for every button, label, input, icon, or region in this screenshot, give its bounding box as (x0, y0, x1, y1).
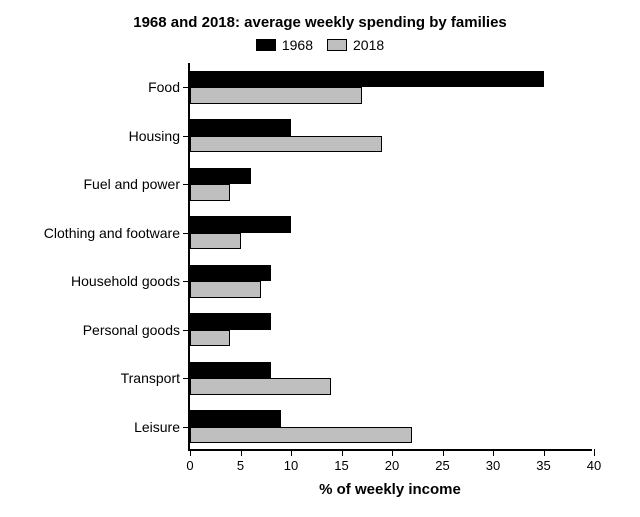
x-tick-label: 35 (536, 458, 550, 473)
y-tick (183, 281, 190, 282)
bar-2018 (190, 87, 362, 103)
bar-1968 (190, 410, 281, 426)
category-label: Food (148, 79, 180, 95)
bar-1968 (190, 119, 291, 135)
category-label: Leisure (134, 419, 180, 435)
bar-2018 (190, 378, 331, 394)
x-tick (392, 449, 393, 456)
bar-1968 (190, 265, 271, 281)
y-tick (183, 87, 190, 88)
x-tick-label: 10 (284, 458, 298, 473)
legend-swatch-2018 (327, 39, 347, 51)
y-tick (183, 330, 190, 331)
y-tick (183, 233, 190, 234)
legend-item-1968: 1968 (256, 37, 313, 53)
y-tick (183, 378, 190, 379)
x-tick-label: 30 (486, 458, 500, 473)
bar-2018 (190, 281, 261, 297)
bar-1968 (190, 216, 291, 232)
x-tick (342, 449, 343, 456)
category-label: Personal goods (83, 322, 180, 338)
y-tick (183, 184, 190, 185)
x-tick-label: 40 (587, 458, 601, 473)
bar-2018 (190, 184, 230, 200)
x-tick (544, 449, 545, 456)
bar-1968 (190, 313, 271, 329)
y-tick (183, 427, 190, 428)
plot: 0510152025303540FoodHousingFuel and powe… (188, 63, 592, 451)
x-axis-label: % of weekly income (188, 481, 592, 498)
legend-swatch-1968 (256, 39, 276, 51)
x-tick-label: 20 (385, 458, 399, 473)
bar-2018 (190, 330, 230, 346)
bar-2018 (190, 136, 382, 152)
x-tick (190, 449, 191, 456)
chart-title: 1968 and 2018: average weekly spending b… (18, 14, 622, 31)
x-tick (594, 449, 595, 456)
legend-label-2018: 2018 (353, 37, 384, 53)
y-tick (183, 136, 190, 137)
x-tick (443, 449, 444, 456)
x-tick-label: 25 (435, 458, 449, 473)
bar-2018 (190, 427, 412, 443)
bar-1968 (190, 71, 544, 87)
bar-2018 (190, 233, 241, 249)
legend: 1968 2018 (18, 37, 622, 53)
category-label: Household goods (71, 273, 180, 289)
x-tick-label: 5 (237, 458, 244, 473)
legend-label-1968: 1968 (282, 37, 313, 53)
chart-card: 1968 and 2018: average weekly spending b… (0, 0, 640, 517)
x-tick-label: 15 (334, 458, 348, 473)
x-tick (291, 449, 292, 456)
category-label: Clothing and footware (44, 225, 180, 241)
bar-1968 (190, 168, 251, 184)
category-label: Transport (121, 370, 180, 386)
x-tick (493, 449, 494, 456)
plot-area: 0510152025303540FoodHousingFuel and powe… (188, 63, 592, 451)
legend-item-2018: 2018 (327, 37, 384, 53)
category-label: Housing (129, 128, 180, 144)
x-tick-label: 0 (186, 458, 193, 473)
category-label: Fuel and power (83, 176, 180, 192)
x-tick (241, 449, 242, 456)
bar-1968 (190, 362, 271, 378)
